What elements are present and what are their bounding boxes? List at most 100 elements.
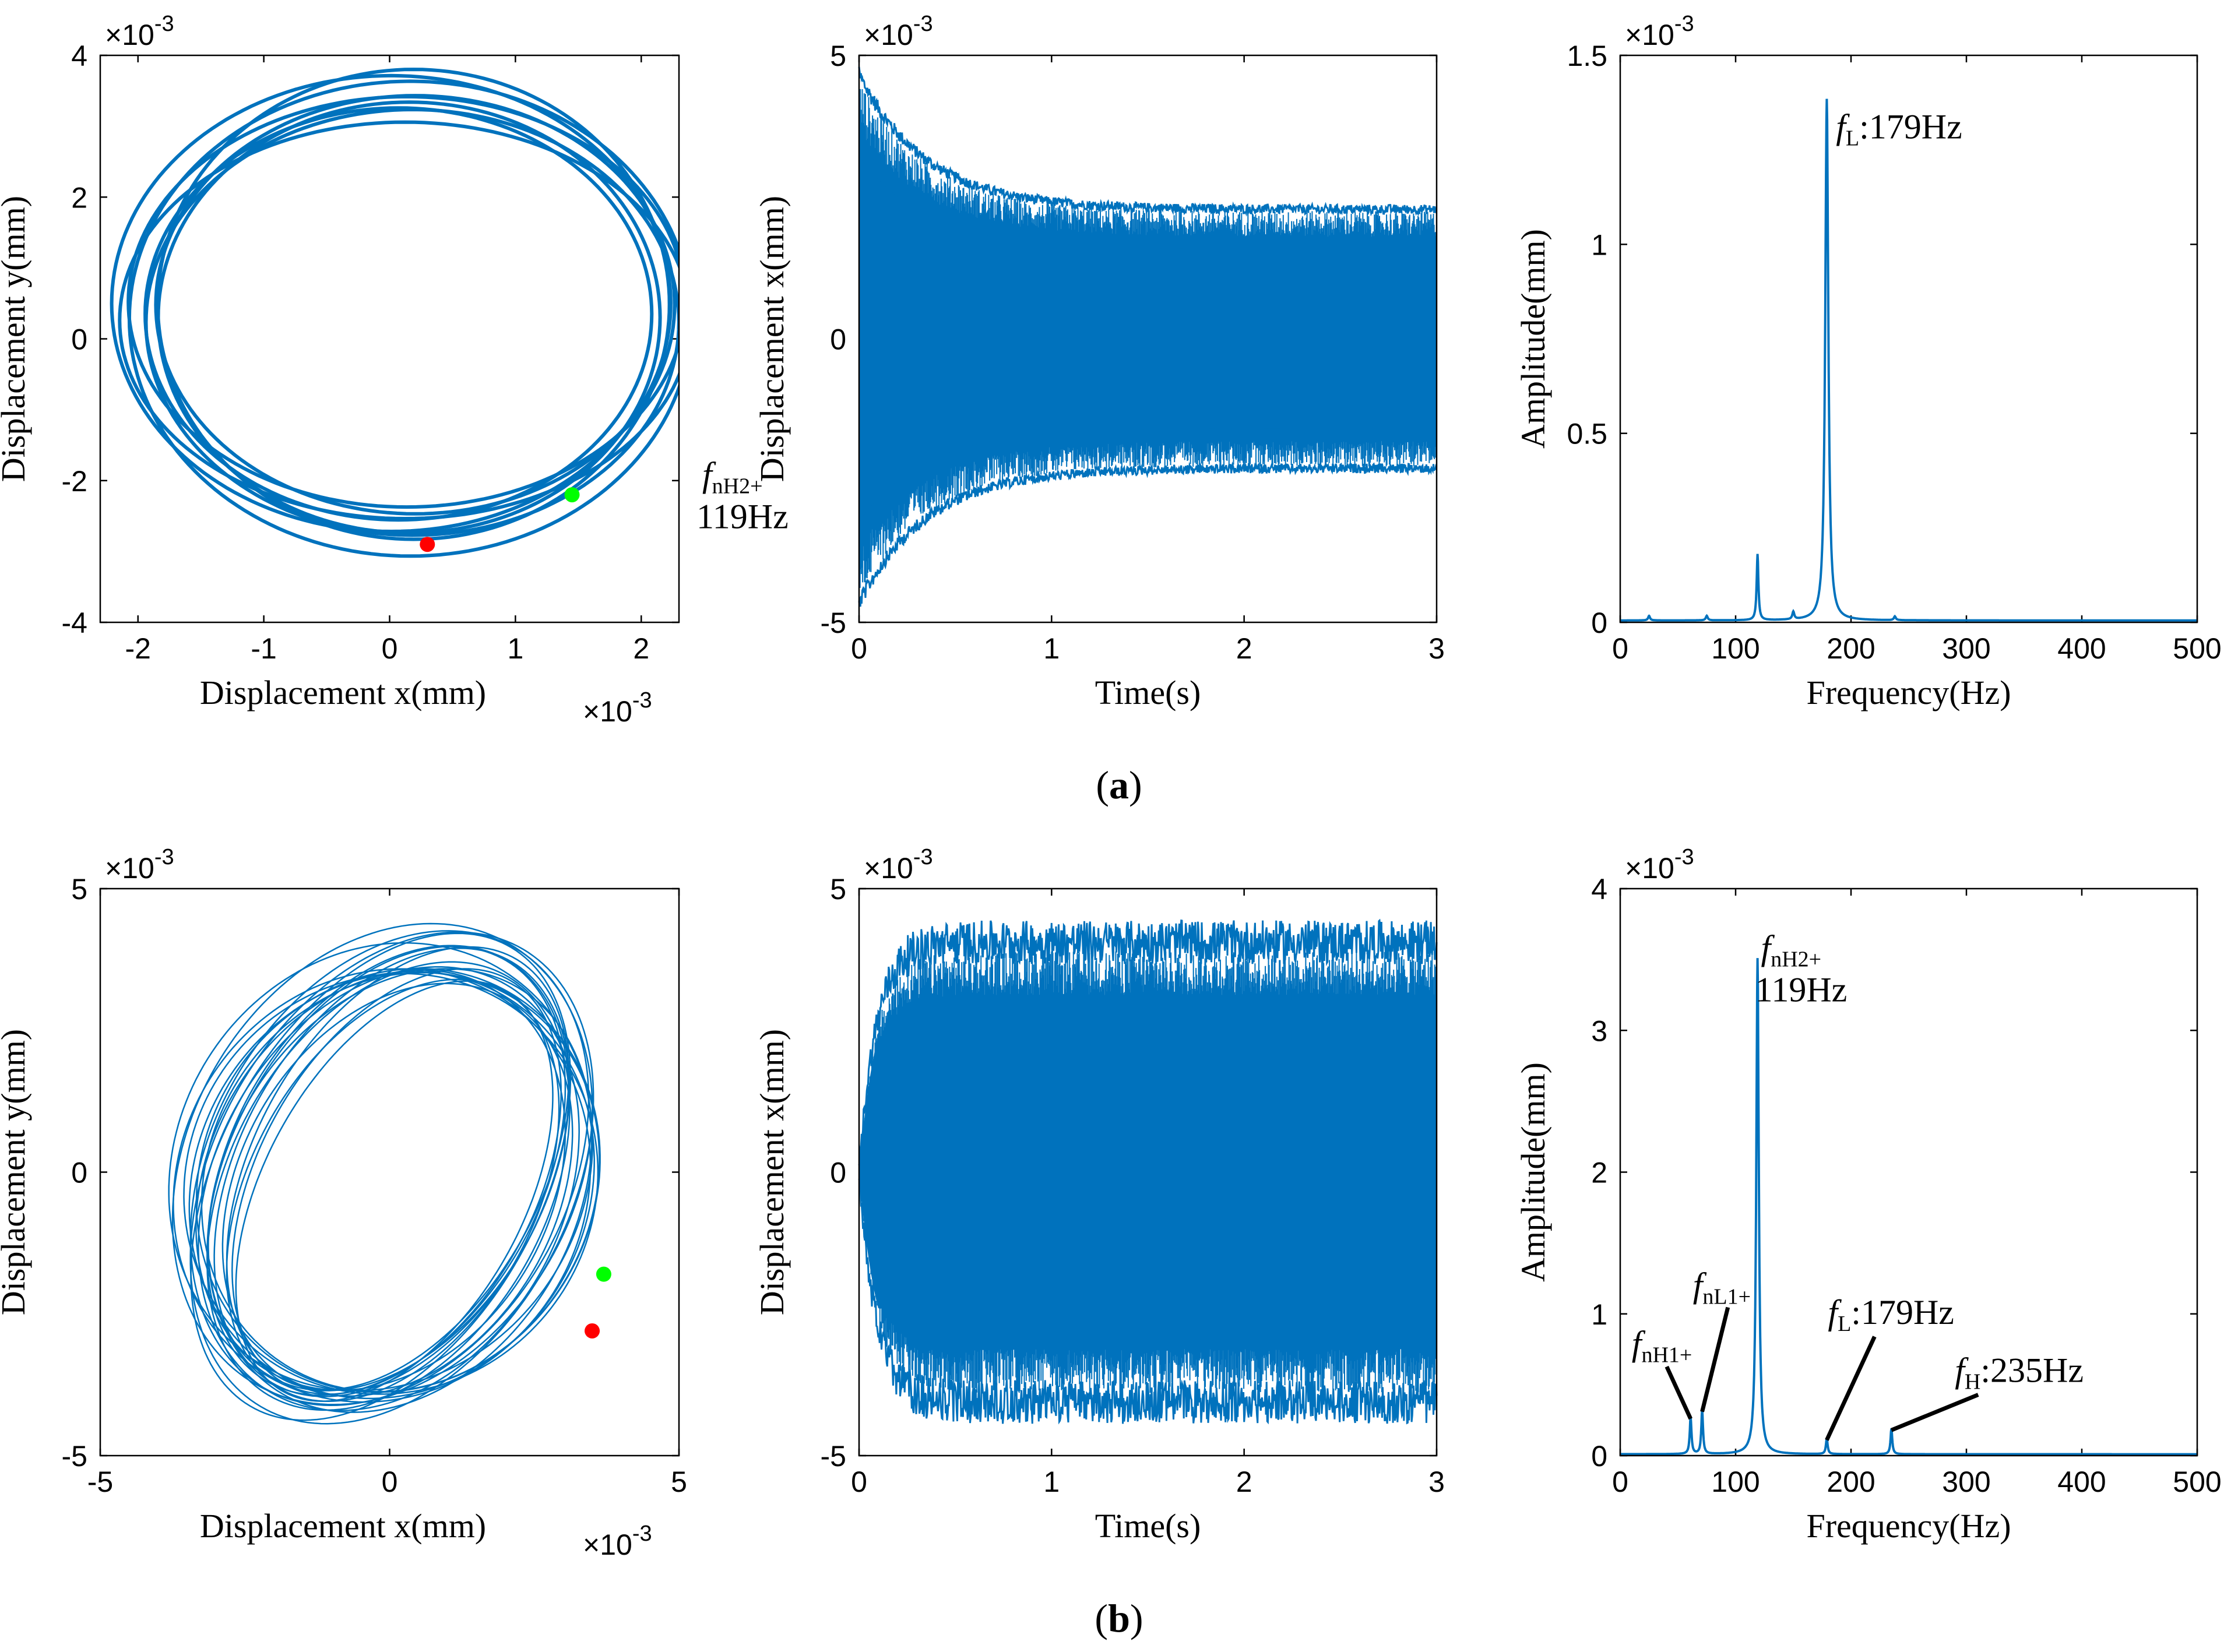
annotation-fnH2: fnH2+ <box>702 455 763 498</box>
y-tick-label: 5 <box>830 873 846 906</box>
x-tick-label: 0 <box>1612 632 1628 665</box>
annotation-subscript: nL1+ <box>1702 1285 1751 1309</box>
x-tick-label: -2 <box>125 632 151 665</box>
plot-background <box>100 55 679 622</box>
x-tick-label: -1 <box>251 632 276 665</box>
x-exponent-power: -3 <box>632 688 652 713</box>
y-tick-label: 0 <box>830 1157 846 1189</box>
y-tick-label: -5 <box>62 1440 87 1473</box>
lower-envelope-series <box>858 461 1438 607</box>
x-axis-label: Frequency(Hz) <box>1806 674 2011 711</box>
orbit-trace <box>226 946 570 1390</box>
orbit-trace <box>231 968 562 1395</box>
end-marker <box>585 1323 600 1338</box>
annotation-fL-leader <box>1825 1336 1877 1441</box>
orbit-trace <box>143 106 654 522</box>
y-tick-label: 3 <box>1591 1015 1607 1047</box>
orbit-plot-b: -5 0 5 -5 0 5 Displacement x(mm) Displacement y… <box>0 845 687 1561</box>
y-axis-label: Displacement x(mm) <box>753 1029 791 1315</box>
y-tick-label: 4 <box>71 40 87 72</box>
x-tick-label: 0 <box>851 632 867 665</box>
caption-b: (b) <box>1095 1596 1143 1640</box>
plot-frame <box>99 54 680 624</box>
upper-envelope-series <box>858 918 1438 1168</box>
y-tick-label: 0.5 <box>1567 418 1607 450</box>
x-tick-label: 200 <box>1827 1466 1875 1498</box>
annotation-fL: fL:179Hz <box>1828 1293 1954 1336</box>
orbit-trace <box>213 947 571 1397</box>
y-exponent-label: ×10-3 <box>864 12 933 51</box>
x-tick-label: 3 <box>1428 1466 1445 1498</box>
x-tick-label: 400 <box>2057 1466 2106 1498</box>
y-exponent-label: ×10-3 <box>1625 845 1694 885</box>
orbit-trace <box>190 932 572 1421</box>
y-tick-label: 1.5 <box>1567 40 1607 72</box>
y-tick-label: -5 <box>821 607 846 639</box>
annotation-fnL1: fnL1+ <box>1693 1266 1751 1309</box>
y-exponent-power: -3 <box>913 12 933 36</box>
spectrum-series <box>1620 958 2197 1456</box>
x-tick-label: 400 <box>2057 632 2106 665</box>
y-axis-label: Displacement x(mm) <box>753 196 791 482</box>
oscillation-band <box>859 1017 1437 1327</box>
x-tick-label: 0 <box>1612 1466 1628 1498</box>
y-tick-label: -2 <box>62 465 87 498</box>
y-exponent-base: ×10 <box>105 852 154 885</box>
x-tick-label: 0 <box>851 1466 867 1498</box>
annotation-subscript: L <box>1838 1312 1851 1336</box>
y-exponent-base: ×10 <box>105 19 154 51</box>
annotation-fnH2-value: 119Hz <box>696 497 789 536</box>
y-axis-label: Displacement y(mm) <box>0 1029 32 1315</box>
x-tick-label: 100 <box>1711 1466 1760 1498</box>
y-exponent-power: -3 <box>154 12 174 36</box>
x-axis-label: Frequency(Hz) <box>1806 1507 2011 1545</box>
y-tick-label: 5 <box>830 40 846 72</box>
x-tick-label: 500 <box>2173 632 2221 665</box>
y-tick-label: -5 <box>821 1440 846 1473</box>
x-tick-label: 5 <box>671 1466 687 1498</box>
y-tick-label: 0 <box>1591 607 1607 639</box>
x-tick-label: 500 <box>2173 1466 2221 1498</box>
y-exponent-base: ×10 <box>1625 852 1674 885</box>
y-tick-label: -4 <box>62 607 87 639</box>
oscillation-series <box>858 950 1437 1393</box>
annotation-value: :235Hz <box>1980 1351 2084 1390</box>
upper-envelope-series <box>858 66 1437 217</box>
spectrum-plot-b: 0 100 200 300 400 500 0 1 2 3 4 Frequency(Hz) Amplit… <box>1514 845 2222 1545</box>
annotation-fnH2-value: 119Hz <box>1755 971 1848 1009</box>
orbit-trace <box>226 978 560 1402</box>
y-axis-label: Amplitude(mm) <box>1514 229 1552 449</box>
plot-background <box>100 889 679 1456</box>
x-tick-label: 1 <box>507 632 523 665</box>
y-tick-label: 1 <box>1591 1298 1607 1331</box>
y-axis-label: Amplitude(mm) <box>1514 1062 1552 1282</box>
annotation-fnH1-leader <box>1665 1365 1692 1420</box>
y-exponent-power: -3 <box>913 845 933 869</box>
y-tick-label: 2 <box>71 181 87 214</box>
y-tick-label: 5 <box>71 873 87 906</box>
x-tick-label: 300 <box>1942 1466 1990 1498</box>
annotation-value: :179Hz <box>1851 1293 1954 1332</box>
y-tick-label: 0 <box>71 323 87 356</box>
orbit-plot-a: -2 -1 0 1 2 -4 -2 0 2 4 Displacement x(mm) Displace… <box>0 12 680 728</box>
start-marker <box>564 487 580 503</box>
spectrum-plot-a: 0 100 200 300 400 50000.511.5Frequency(Hz)Amp… <box>696 12 2222 711</box>
x-tick-label: 3 <box>1428 632 1445 665</box>
spectrum-series <box>1620 98 2197 622</box>
x-tick-label: 0 <box>382 1466 398 1498</box>
oscillation-band <box>859 156 1437 522</box>
x-axis-label: Displacement x(mm) <box>200 674 486 711</box>
annotation-subscript: nH2+ <box>712 474 763 498</box>
x-tick-label: 1 <box>1043 632 1060 665</box>
y-exponent-power: -3 <box>154 845 174 869</box>
annotation-fnL1-leader <box>1700 1306 1730 1413</box>
x-tick-label: 2 <box>633 632 649 665</box>
y-tick-label: 1 <box>1591 228 1607 261</box>
x-exponent-label: ×10-3 <box>583 1521 652 1561</box>
orbit-trace <box>207 945 569 1392</box>
x-tick-label: 2 <box>1236 632 1252 665</box>
annotation-subscript: nH1+ <box>1641 1343 1692 1367</box>
